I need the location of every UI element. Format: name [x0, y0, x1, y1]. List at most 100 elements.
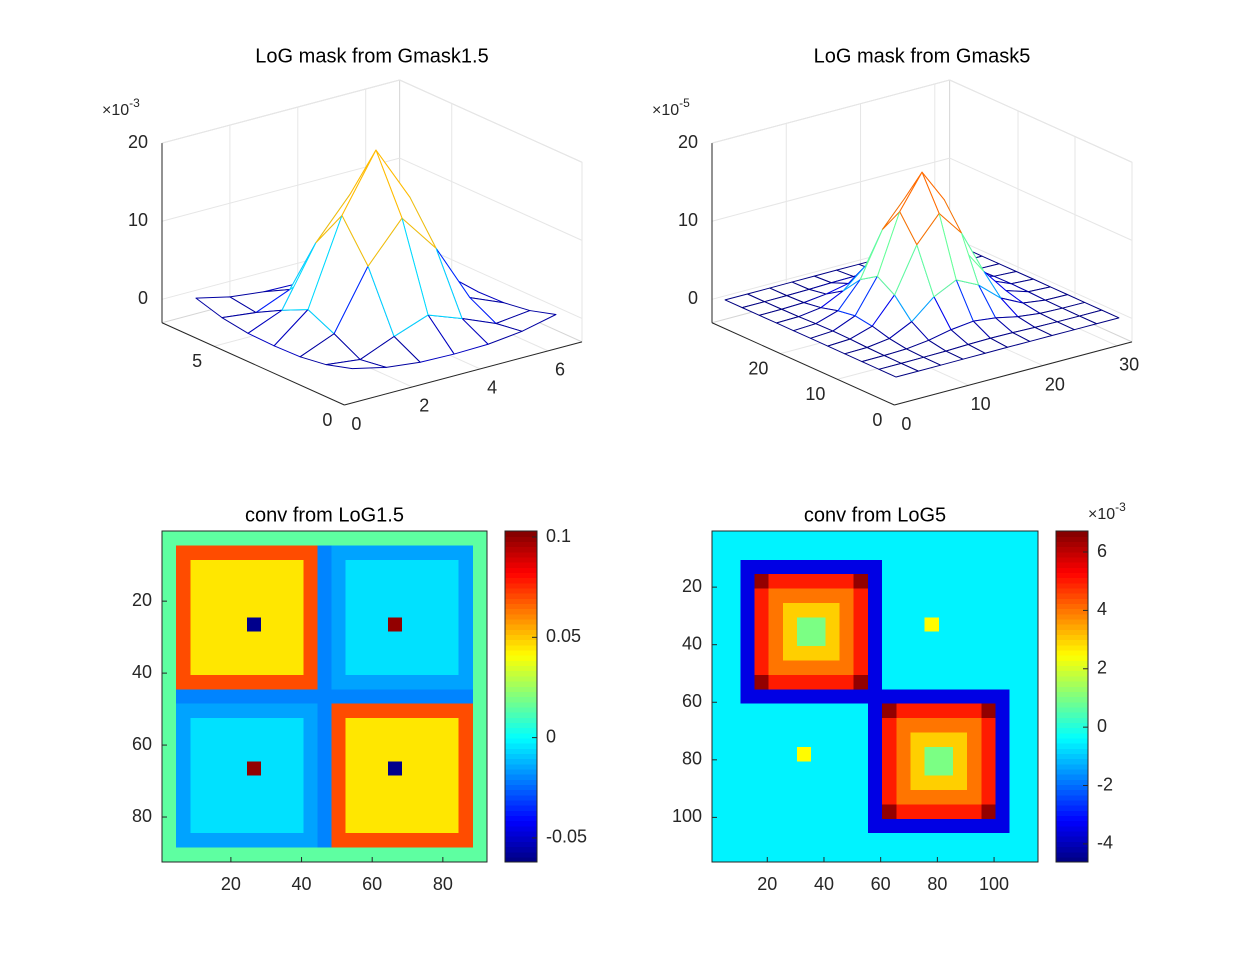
image-cell	[246, 818, 262, 834]
image-cell	[1009, 545, 1025, 561]
image-cell	[924, 531, 940, 546]
image-cell	[402, 847, 417, 863]
image-cell	[797, 833, 812, 849]
image-cell	[981, 559, 997, 575]
image-cell	[853, 833, 869, 849]
image-cell	[712, 689, 727, 705]
image-cell	[825, 689, 841, 705]
image-cell	[811, 631, 826, 647]
exponent-power: -3	[1115, 500, 1126, 514]
exponent-power: -5	[679, 96, 690, 110]
image-cell	[176, 818, 191, 834]
image-cell	[416, 790, 432, 806]
image-cell	[317, 703, 333, 719]
image-cell	[472, 761, 488, 777]
colorbar-swatch	[1056, 825, 1088, 832]
image-cell	[924, 631, 940, 647]
mesh-cell	[325, 359, 387, 370]
image-cell	[218, 847, 234, 863]
image-cell	[458, 602, 474, 618]
colorbar-swatch	[1056, 639, 1088, 646]
image-cell	[359, 790, 375, 806]
image-cell	[995, 602, 1011, 618]
image-cell	[782, 746, 798, 762]
image-cell	[444, 833, 460, 849]
image-cell	[190, 559, 205, 575]
image-cell	[260, 660, 276, 676]
image-cell	[373, 703, 389, 719]
image-cell	[416, 689, 432, 705]
image-cell	[388, 818, 403, 834]
image-cell	[1023, 646, 1039, 662]
x-tick-label: 0	[901, 414, 911, 434]
image-cell	[472, 689, 488, 705]
image-cell	[373, 847, 389, 863]
exponent-power: -3	[129, 96, 140, 110]
image-cell	[162, 847, 177, 863]
x-tick-label: 2	[419, 396, 429, 416]
colorbar-swatch	[1056, 624, 1088, 630]
image-cell	[938, 732, 954, 748]
image-cell	[924, 588, 940, 604]
image-cell	[853, 746, 869, 762]
image-cell	[317, 574, 333, 590]
image-cell	[726, 703, 741, 719]
image-cell	[782, 617, 798, 633]
colorbar-swatch	[1056, 686, 1088, 692]
colorbar-swatch	[505, 825, 537, 832]
image-cell	[896, 847, 912, 863]
image-cell	[839, 804, 855, 820]
image-cell	[910, 703, 926, 719]
image-cell	[260, 718, 276, 734]
image-cell	[289, 646, 304, 662]
colorbar-swatch	[505, 655, 537, 661]
colorbar-swatch	[1056, 634, 1088, 641]
image-cell	[754, 790, 770, 806]
y-tick-label: 0	[872, 410, 882, 430]
image-cell	[995, 559, 1011, 575]
image-cell	[416, 545, 432, 561]
image-cell	[825, 775, 841, 791]
image-cell	[910, 746, 926, 762]
grid-line	[711, 79, 1133, 163]
image-cell	[896, 602, 912, 618]
image-cell	[275, 602, 290, 618]
image-cell	[458, 559, 474, 575]
image-cell	[839, 646, 855, 662]
colorbar-swatch	[1056, 577, 1088, 584]
image-cell	[204, 847, 220, 863]
colorbar-swatch	[1056, 562, 1088, 568]
image-cell	[345, 646, 361, 662]
image-cell	[952, 545, 968, 561]
colorbar-swatch	[505, 774, 537, 780]
image-cell	[896, 631, 912, 647]
colorbar-swatch	[1056, 608, 1088, 615]
image-cell	[896, 545, 912, 561]
image-cell	[825, 559, 841, 575]
image-cell	[246, 545, 262, 561]
image-cell	[938, 602, 954, 618]
image-cell	[740, 718, 756, 734]
image-cell	[289, 775, 304, 791]
image-cell	[317, 660, 333, 676]
image-cell	[246, 804, 262, 820]
image-cell	[839, 689, 855, 705]
image-cell	[359, 732, 375, 748]
image-cell	[204, 574, 220, 590]
x-tick-label: 10	[971, 394, 991, 414]
image-cell	[726, 818, 741, 834]
image-cell	[232, 775, 248, 791]
image-cell	[232, 761, 248, 777]
colorbar-swatch	[1056, 753, 1088, 760]
image-cell	[246, 833, 262, 849]
image-cell	[260, 833, 276, 849]
image-cell	[472, 732, 488, 748]
image-cell	[924, 602, 940, 618]
image-cell	[331, 674, 347, 690]
image-cell	[373, 732, 389, 748]
image-cell	[782, 674, 798, 690]
image-cell	[430, 732, 446, 748]
image-cell	[289, 531, 304, 546]
image-cell	[754, 602, 770, 618]
image-cell	[740, 646, 756, 662]
